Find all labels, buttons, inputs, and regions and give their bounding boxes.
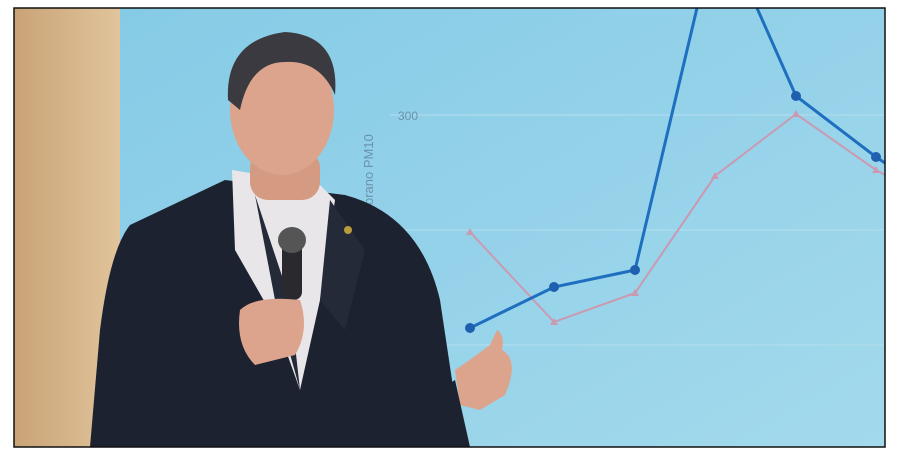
axis-label: orano PM10 <box>361 134 376 205</box>
tick-label: 300 <box>398 109 418 123</box>
photo: 300 orano PM10 <box>0 0 907 451</box>
